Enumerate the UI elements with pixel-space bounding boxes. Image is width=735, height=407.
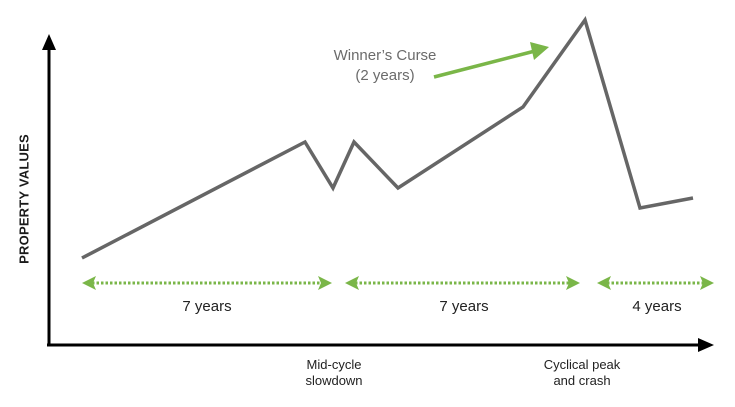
period-label-3: 4 years bbox=[632, 298, 682, 315]
annotation-mid-cycle: Mid-cycle slowdown bbox=[284, 357, 384, 389]
annotation-mid-cycle-line2: slowdown bbox=[305, 373, 363, 388]
x-axis bbox=[47, 338, 714, 352]
winners-curse-arrow bbox=[433, 42, 549, 79]
period-label-2: 7 years bbox=[439, 298, 489, 315]
y-axis-label: PROPERTY VALUES bbox=[16, 134, 32, 264]
annotation-mid-cycle-line1: Mid-cycle bbox=[306, 357, 362, 372]
y-axis bbox=[42, 34, 56, 346]
period-label-1: 7 years bbox=[182, 298, 232, 315]
callout-line1: Winner’s Curse bbox=[333, 47, 437, 64]
annotation-peak-line2: and crash bbox=[553, 373, 611, 388]
annotation-peak-line1: Cyclical peak bbox=[543, 357, 621, 372]
annotation-cyclical-peak: Cyclical peak and crash bbox=[527, 357, 637, 389]
winners-curse-callout: Winner’s Curse (2 years) bbox=[330, 46, 440, 86]
property-value-line bbox=[81, 16, 694, 260]
callout-line2: (2 years) bbox=[355, 67, 415, 84]
period-arrows bbox=[82, 276, 714, 290]
